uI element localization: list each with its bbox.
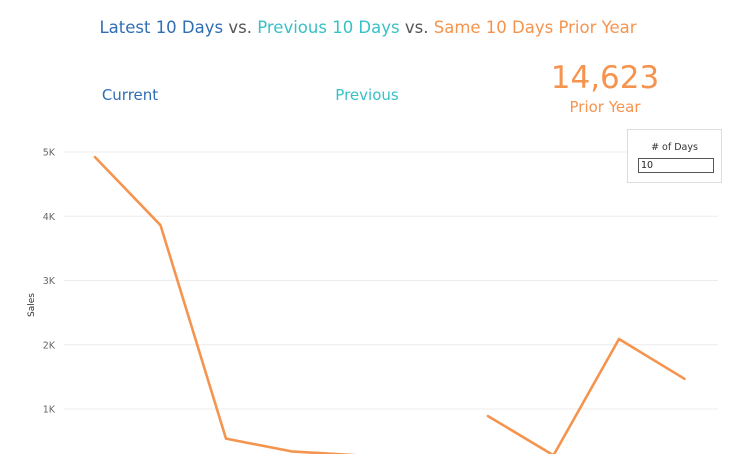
kpi-current-label: Current <box>101 86 159 104</box>
title-prior-year: Same 10 Days Prior Year <box>433 18 637 37</box>
title-previous: Previous 10 Days <box>257 18 400 37</box>
kpi-current: Current <box>30 86 230 104</box>
y-tick-label: 2K <box>43 340 56 351</box>
y-tick-label: 1K <box>43 405 56 416</box>
y-tick-label: 4K <box>43 212 56 223</box>
gridlines <box>64 151 718 410</box>
y-axis-ticks: 1K 2K 3K 4K 5K <box>43 148 56 416</box>
kpi-prior-year: 14,623 Prior Year <box>505 58 705 116</box>
kpi-prior-year-value: 14,623 <box>550 60 660 96</box>
y-tick-label: 5K <box>43 148 56 159</box>
dashboard-title: Latest 10 Days vs. Previous 10 Days vs. … <box>0 18 736 37</box>
days-parameter-title: # of Days <box>651 142 698 153</box>
kpi-previous: Previous <box>267 86 467 104</box>
series-line-segment <box>93 155 358 454</box>
title-current: Latest 10 Days <box>99 18 224 37</box>
days-parameter-input[interactable] <box>638 158 714 173</box>
series-lines <box>93 155 686 454</box>
title-vs: vs. <box>223 18 258 37</box>
days-parameter-control: # of Days <box>627 129 722 183</box>
y-tick-label: 3K <box>43 276 56 287</box>
y-axis-label: Sales <box>27 293 37 317</box>
series-line-segment <box>486 337 686 454</box>
kpi-prior-year-label: Prior Year <box>569 98 641 116</box>
title-vs: vs. <box>399 18 434 37</box>
kpi-previous-label: Previous <box>335 86 399 104</box>
